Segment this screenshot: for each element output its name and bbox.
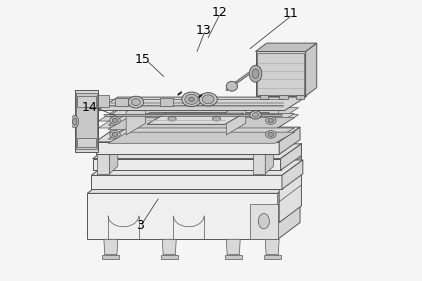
- Ellipse shape: [199, 93, 217, 106]
- Ellipse shape: [203, 95, 214, 104]
- Polygon shape: [87, 177, 300, 193]
- Ellipse shape: [249, 65, 262, 82]
- Ellipse shape: [258, 214, 269, 229]
- Polygon shape: [92, 175, 282, 189]
- Polygon shape: [75, 90, 98, 152]
- Text: 14: 14: [82, 101, 98, 114]
- Polygon shape: [97, 97, 306, 110]
- Ellipse shape: [189, 97, 194, 101]
- Ellipse shape: [268, 118, 273, 123]
- Polygon shape: [257, 53, 304, 95]
- Polygon shape: [104, 239, 118, 255]
- Polygon shape: [250, 205, 278, 239]
- Polygon shape: [265, 133, 273, 174]
- Polygon shape: [98, 108, 299, 121]
- Polygon shape: [108, 128, 295, 139]
- Polygon shape: [95, 127, 300, 142]
- Polygon shape: [98, 115, 299, 128]
- Ellipse shape: [128, 96, 143, 108]
- Polygon shape: [93, 158, 281, 170]
- Text: 11: 11: [282, 7, 298, 21]
- Polygon shape: [103, 255, 119, 259]
- Ellipse shape: [112, 132, 118, 137]
- Polygon shape: [279, 95, 287, 99]
- Polygon shape: [281, 144, 301, 170]
- Text: 13: 13: [196, 24, 212, 37]
- Polygon shape: [108, 132, 295, 143]
- Polygon shape: [160, 98, 173, 106]
- Polygon shape: [306, 43, 317, 96]
- Polygon shape: [260, 95, 268, 99]
- Polygon shape: [282, 160, 303, 189]
- Polygon shape: [76, 93, 97, 149]
- Polygon shape: [264, 255, 281, 259]
- Polygon shape: [178, 91, 182, 96]
- Polygon shape: [239, 101, 258, 138]
- Text: 12: 12: [211, 6, 227, 19]
- Ellipse shape: [71, 115, 78, 128]
- Polygon shape: [98, 96, 109, 106]
- Ellipse shape: [182, 92, 201, 106]
- Ellipse shape: [110, 130, 120, 138]
- Polygon shape: [115, 98, 127, 106]
- Ellipse shape: [265, 130, 276, 138]
- Polygon shape: [255, 43, 317, 51]
- Polygon shape: [278, 177, 300, 239]
- Polygon shape: [279, 127, 300, 155]
- Ellipse shape: [250, 111, 261, 119]
- Polygon shape: [253, 140, 265, 174]
- Ellipse shape: [131, 99, 141, 106]
- Ellipse shape: [110, 117, 120, 124]
- Polygon shape: [147, 113, 244, 124]
- Ellipse shape: [226, 81, 238, 91]
- Ellipse shape: [112, 118, 118, 123]
- Polygon shape: [279, 143, 301, 223]
- Polygon shape: [108, 114, 295, 125]
- Polygon shape: [92, 160, 303, 175]
- Ellipse shape: [268, 132, 273, 137]
- Polygon shape: [198, 94, 202, 98]
- Polygon shape: [255, 51, 306, 96]
- Text: 3: 3: [136, 219, 144, 232]
- Ellipse shape: [209, 115, 224, 123]
- Polygon shape: [126, 100, 146, 135]
- Polygon shape: [109, 133, 118, 174]
- Polygon shape: [296, 95, 304, 99]
- Ellipse shape: [252, 69, 259, 79]
- Polygon shape: [226, 100, 246, 135]
- Polygon shape: [108, 118, 295, 129]
- Polygon shape: [161, 255, 178, 259]
- Ellipse shape: [73, 118, 77, 125]
- Ellipse shape: [168, 117, 176, 121]
- Text: 15: 15: [135, 53, 151, 66]
- Ellipse shape: [212, 117, 221, 121]
- Polygon shape: [93, 144, 301, 158]
- Ellipse shape: [185, 94, 198, 104]
- Polygon shape: [130, 125, 250, 132]
- Polygon shape: [162, 239, 176, 255]
- Polygon shape: [111, 101, 130, 138]
- Ellipse shape: [252, 113, 259, 117]
- Ellipse shape: [165, 115, 180, 123]
- Polygon shape: [95, 142, 279, 155]
- Polygon shape: [97, 140, 109, 174]
- Polygon shape: [265, 239, 279, 255]
- Polygon shape: [87, 193, 278, 239]
- Polygon shape: [78, 96, 95, 107]
- Ellipse shape: [265, 117, 276, 124]
- Polygon shape: [78, 138, 95, 147]
- Polygon shape: [226, 239, 240, 255]
- Polygon shape: [130, 113, 269, 125]
- Polygon shape: [225, 255, 242, 259]
